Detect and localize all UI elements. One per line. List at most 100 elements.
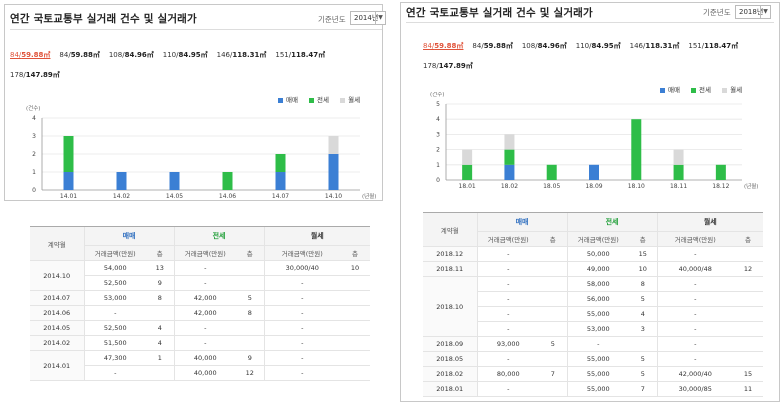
price-cell: - — [263, 335, 341, 351]
floor-cell — [733, 351, 764, 367]
price-cell: - — [476, 306, 539, 322]
size-tab[interactable]: 146/118.31㎡ — [216, 51, 267, 59]
size-tab[interactable]: 110/84.95㎡ — [162, 51, 208, 59]
price-cell: - — [263, 305, 341, 321]
price-cell: - — [173, 275, 237, 291]
right-year-select[interactable]: 2018년 ▼ — [735, 5, 771, 19]
size-tab[interactable]: 84/59.88㎡ — [59, 51, 100, 59]
left-size-row-1: 84/59.88㎡ 84/59.88㎡ 108/84.96㎡ 110/84.95㎡ 14… — [10, 45, 380, 65]
price-cell: 50,000 — [566, 246, 630, 262]
price-subheader: 거래금액(만원) — [476, 231, 539, 247]
price-cell: - — [83, 365, 146, 381]
table-row: 2018.10-58,000 8- — [423, 276, 764, 337]
floor-cell — [733, 276, 764, 292]
price-cell: - — [476, 291, 539, 307]
size-tab[interactable]: 84/59.88㎡ — [10, 51, 51, 59]
contract-month-cell: 2018.09 — [423, 336, 477, 352]
table-row: -56,000 5- — [423, 291, 764, 307]
floor-cell — [340, 290, 371, 306]
size-tab[interactable]: 108/84.96㎡ — [108, 51, 154, 59]
y-tick-label: 2 — [32, 151, 36, 158]
price-cell: - — [476, 261, 539, 277]
price-cell: 56,000 — [566, 291, 630, 307]
x-tick-label: 14.05 — [166, 193, 183, 200]
price-cell: - — [173, 260, 237, 276]
floor-cell: 7 — [539, 366, 568, 382]
size-tab[interactable]: 108/84.96㎡ — [521, 42, 567, 50]
floor-cell — [733, 291, 764, 307]
floor-cell: 4 — [146, 335, 175, 351]
price-cell: 55,000 — [566, 381, 630, 397]
table-row: 2018.05-55,000 5- — [423, 351, 764, 367]
legend-item: 월세 — [340, 94, 360, 104]
floor-cell: 5 — [629, 351, 658, 367]
contract-month-cell: 2014.05 — [30, 320, 84, 336]
y-tick-label: 2 — [436, 147, 440, 154]
contract-month-cell: 2014.06 — [30, 305, 84, 321]
floor-subheader: 층 — [236, 245, 265, 261]
table-row: 2018.09 93,000 5- - — [423, 336, 764, 352]
size-tab[interactable]: 151/118.47㎡ — [688, 42, 739, 50]
right-panel-title: 연간 국토교통부 실거래 건수 및 실거래가 — [406, 7, 593, 19]
price-cell: 52,500 — [83, 320, 146, 336]
right-chart-legend: 매매 전세 월세 — [660, 84, 751, 94]
size-tab[interactable]: 178/147.89㎡ — [423, 62, 473, 70]
x-tick-label: 18.09 — [585, 183, 602, 190]
column-group-header: 월세 — [263, 226, 371, 246]
price-cell: - — [656, 276, 734, 292]
floor-cell — [340, 275, 371, 291]
price-cell: - — [476, 276, 539, 292]
floor-cell — [733, 306, 764, 322]
floor-cell: 10 — [340, 260, 371, 276]
contract-month-cell: 2014.01 — [30, 350, 84, 381]
legend-item: 월세 — [722, 84, 742, 94]
legend-swatch — [660, 87, 665, 93]
left-size-tabs: 84/59.88㎡ 84/59.88㎡ 108/84.96㎡ 110/84.95㎡ 14… — [10, 45, 380, 85]
floor-cell: 11 — [733, 381, 764, 397]
price-cell: 30,000/40 — [263, 260, 341, 276]
floor-cell — [733, 246, 764, 262]
price-subheader: 거래금액(만원) — [656, 231, 734, 247]
size-tab[interactable]: 84/59.88㎡ — [472, 42, 513, 50]
x-tick-label: 18.11 — [670, 183, 687, 190]
contract-month-cell: 2018.10 — [423, 276, 477, 337]
contract-month-header: 계약월 — [423, 212, 477, 247]
floor-cell: 15 — [629, 246, 658, 262]
bar-segment — [116, 172, 127, 190]
table-row: 52,500 9- - — [30, 275, 371, 291]
table-row: 2018.02 80,000 7 55,000 5 42,000/40 15 — [423, 366, 764, 382]
size-tab[interactable]: 178/147.89㎡ — [10, 71, 60, 79]
x-tick-label: 18.01 — [459, 183, 476, 190]
price-cell: - — [263, 320, 341, 336]
right-title-divider — [406, 22, 774, 23]
floor-cell: 3 — [629, 321, 658, 337]
size-tab[interactable]: 146/118.31㎡ — [629, 42, 680, 50]
bar-segment — [504, 149, 515, 165]
size-tab[interactable]: 84/59.88㎡ — [423, 42, 464, 50]
floor-cell — [539, 261, 568, 277]
floor-cell — [236, 275, 265, 291]
right-size-row-1: 84/59.88㎡ 84/59.88㎡ 108/84.96㎡ 110/84.95㎡ 14… — [423, 36, 773, 56]
legend-swatch — [278, 97, 283, 103]
floor-cell: 4 — [146, 320, 175, 336]
floor-cell — [539, 291, 568, 307]
table-row: 2018.01- 55,000 7 30,000/85 11 — [423, 381, 764, 397]
left-year-select[interactable]: 2014년 ▼ — [350, 11, 386, 25]
floor-cell — [733, 336, 764, 352]
size-tab[interactable]: 110/84.95㎡ — [575, 42, 621, 50]
price-cell: - — [476, 321, 539, 337]
price-cell: - — [476, 246, 539, 262]
size-tab[interactable]: 151/118.47㎡ — [275, 51, 326, 59]
floor-cell — [340, 305, 371, 321]
right-transaction-table: 계약월 매매 전세 월세 거래금액(만원) 층 거래금액(만원) 층 거래금액(만원) 층 2018… — [423, 212, 764, 397]
table-row: -40,000 12- — [30, 365, 371, 381]
left-panel-title: 연간 국토교통부 실거래 건수 및 실거래가 — [10, 13, 197, 25]
bar-segment — [673, 164, 684, 180]
y-tick-label: 3 — [32, 133, 36, 140]
floor-cell: 15 — [733, 366, 764, 382]
floor-cell — [146, 305, 175, 321]
floor-cell — [236, 320, 265, 336]
price-cell: 93,000 — [476, 336, 539, 352]
x-tick-label: 14.01 — [60, 193, 77, 200]
y-tick-label: 0 — [32, 187, 36, 194]
